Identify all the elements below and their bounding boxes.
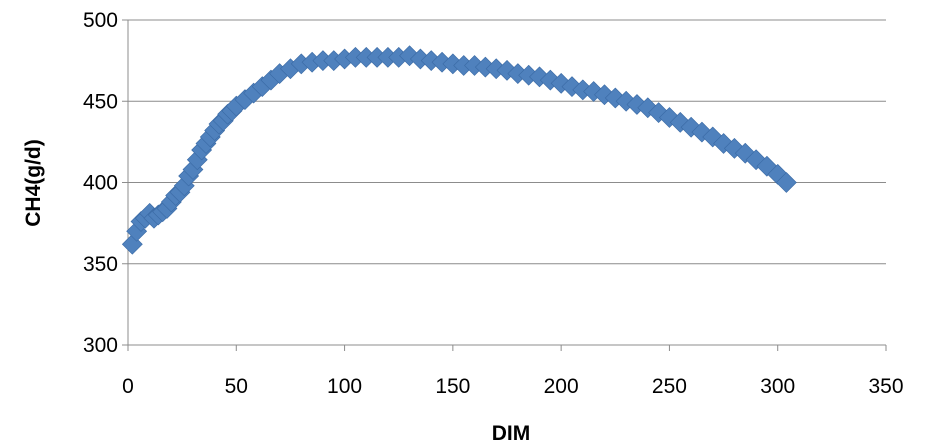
x-tick-label: 300 [760,375,795,398]
x-tick-label: 150 [435,375,470,398]
y-tick-label: 500 [83,9,118,32]
x-tick-labels: 0 50 100 150 200 250 300 350 [122,375,903,398]
y-tick-label: 300 [83,334,118,357]
x-tick-label: 350 [868,375,903,398]
y-tick-labels: 300 350 400 450 500 [83,9,118,357]
data-point [775,172,797,193]
y-tick-label: 400 [83,172,118,195]
data-points [121,45,797,255]
x-tick-label: 50 [225,375,248,398]
x-axis-label: DIM [492,422,531,444]
x-tick-label: 0 [122,375,134,398]
axes [122,19,887,351]
y-tick-label: 450 [83,90,118,113]
y-axis-label: CH4(g/d) [22,139,45,227]
x-tick-label: 250 [652,375,687,398]
y-tick-label: 350 [83,253,118,276]
x-tick-label: 200 [544,375,579,398]
y-gridlines [128,19,886,265]
x-tick-label: 100 [327,375,362,398]
